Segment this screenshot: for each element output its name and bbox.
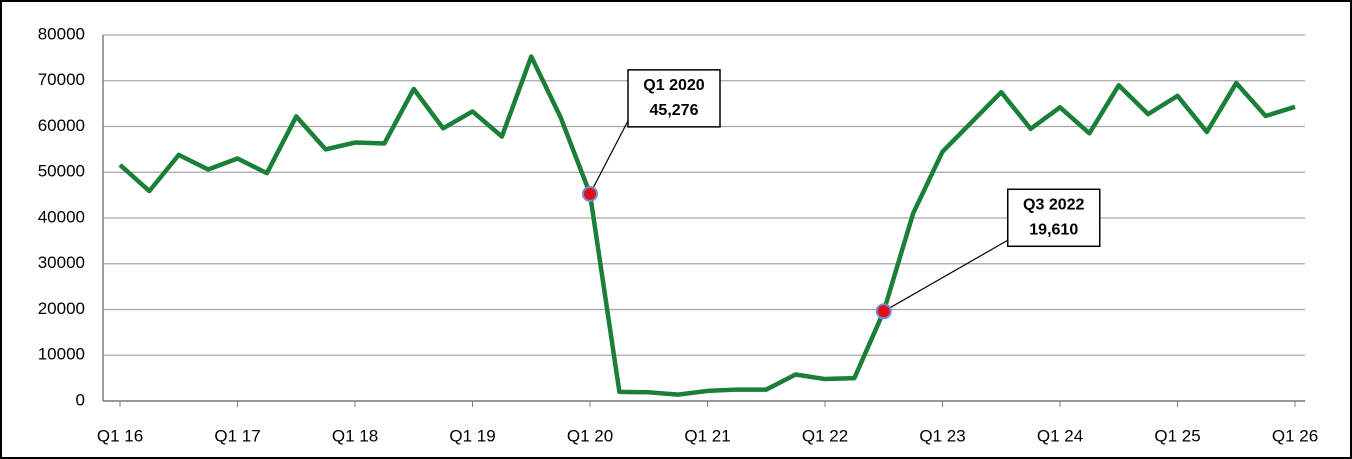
y-tick-label: 70000 xyxy=(38,70,85,89)
y-tick-label: 40000 xyxy=(38,207,85,226)
x-tick-label: Q1 18 xyxy=(332,426,378,445)
x-tick-label: Q1 24 xyxy=(1037,426,1083,445)
y-tick-label: 60000 xyxy=(38,116,85,135)
chart: 0 10000 20000 30000 40000 50000 60000 70000 8000… xyxy=(0,0,1352,459)
x-tick-label: Q1 19 xyxy=(449,426,495,445)
value-label: 19,610 xyxy=(1029,222,1078,239)
x-tick-label: Q1 20 xyxy=(567,426,613,445)
highlight-marker xyxy=(877,304,891,318)
y-tick-label: 20000 xyxy=(38,299,85,318)
value-label: 45,276 xyxy=(650,102,699,119)
y-tick-label: 10000 xyxy=(38,345,85,364)
highlight-marker xyxy=(583,187,597,201)
x-tick-label: Q1 23 xyxy=(919,426,965,445)
x-tick-label: Q1 17 xyxy=(214,426,260,445)
y-tick-label: 30000 xyxy=(38,253,85,272)
callout-title: Q3 2022 xyxy=(1023,197,1084,214)
y-tick-label: 50000 xyxy=(38,162,85,181)
y-tick-label: 0 xyxy=(76,390,85,409)
callout-title: Q1 2020 xyxy=(643,77,704,94)
x-tick-label: Q1 16 xyxy=(97,426,143,445)
x-tick-label: Q1 21 xyxy=(684,426,730,445)
y-tick-label: 80000 xyxy=(38,24,85,43)
x-tick-label: Q1 25 xyxy=(1154,426,1200,445)
x-tick-label: Q1 22 xyxy=(802,426,848,445)
x-tick-label: Q1 26 xyxy=(1272,426,1318,445)
